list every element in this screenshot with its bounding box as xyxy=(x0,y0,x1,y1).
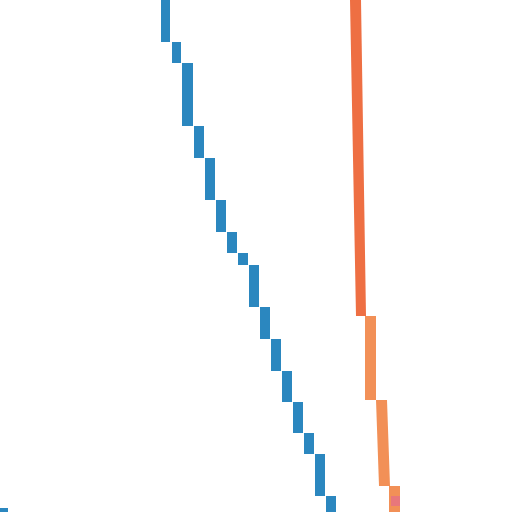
blue-stepped-path-segment xyxy=(205,158,215,200)
edge-marker xyxy=(0,508,8,512)
orange-stepped-path-tip xyxy=(391,496,400,506)
blue-stepped-path-segment xyxy=(249,265,259,307)
orange-stepped-path-upper-segment xyxy=(350,0,366,316)
blue-stepped-path-segment xyxy=(216,200,226,232)
blue-stepped-path-segment xyxy=(326,496,336,512)
blue-stepped-path-segment xyxy=(304,433,314,454)
blue-stepped-path-segment xyxy=(227,232,237,253)
blue-stepped-path-segment xyxy=(194,126,204,158)
blue-stepped-path-segment xyxy=(161,0,170,42)
orange-stepped-path-segment xyxy=(376,400,390,486)
blue-stepped-path-segment xyxy=(238,253,248,265)
blue-stepped-path-segment xyxy=(271,339,281,371)
blue-stepped-path-segment xyxy=(172,42,181,63)
orange-stepped-path-segment xyxy=(365,316,376,400)
blue-stepped-path-segment xyxy=(182,63,193,126)
blue-stepped-path-segment xyxy=(260,307,270,339)
blue-stepped-path-segment xyxy=(282,371,292,402)
blue-stepped-path-segment xyxy=(315,454,325,496)
blue-stepped-path-segment xyxy=(293,402,303,433)
